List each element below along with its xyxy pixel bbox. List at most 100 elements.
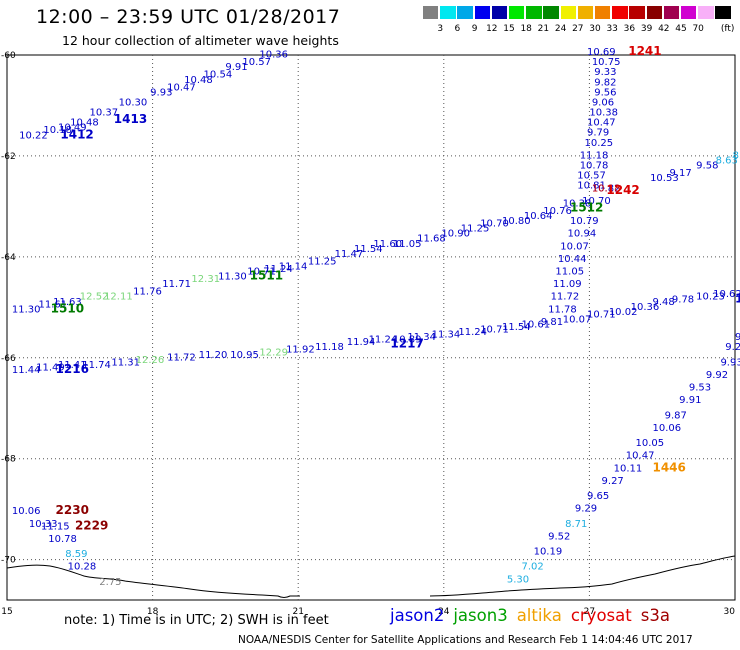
- legend-swatch: [698, 6, 714, 19]
- wave-height-value: 10.30: [119, 97, 148, 108]
- wave-height-value: 8.59: [65, 549, 87, 560]
- wave-height-value: 9.58: [696, 161, 718, 172]
- x-tick-label: 27: [584, 607, 595, 617]
- wave-height-value: 11.49: [36, 362, 65, 373]
- wave-height-value: 11.34: [432, 330, 461, 341]
- wave-height-value: 10.36: [631, 302, 660, 313]
- wave-height-value: 10.44: [558, 254, 587, 265]
- wave-height-value: 9.93: [720, 357, 740, 368]
- page-title: 12:00 – 23:59 UTC 01/28/2017: [36, 6, 341, 28]
- wave-height-value: 11.34: [407, 332, 436, 343]
- observation-layer: 10.6910.759.339.829.569.0610.3810.479.79…: [12, 47, 740, 588]
- legend-label: 27: [572, 24, 584, 34]
- satellite-cryosat: cryosat: [570, 606, 632, 625]
- y-tick-label: -64: [1, 253, 16, 263]
- y-tick-label: -60: [1, 51, 16, 61]
- legend-swatch: [474, 6, 490, 19]
- wave-height-value: 10.07: [563, 314, 592, 325]
- wave-height-value: 11.68: [417, 234, 446, 245]
- wave-height-value: 9.52: [548, 531, 570, 542]
- wave-height-value: 11.71: [162, 279, 191, 290]
- wave-height-value: 11.18: [315, 342, 344, 353]
- wave-height-value: 10.06: [12, 506, 41, 517]
- legend-swatch: [543, 6, 559, 19]
- wave-height-value: 10.90: [441, 229, 470, 240]
- wave-height-value: 11.78: [548, 304, 577, 315]
- wave-height-value: 12.26: [136, 355, 165, 366]
- wave-height-value: 10.18: [592, 183, 621, 194]
- wave-height-value: 11.18: [580, 150, 609, 161]
- wave-height-value: 9.92: [706, 370, 728, 381]
- wave-height-value: 11.54: [502, 322, 531, 333]
- wave-height-value: 11.41: [58, 360, 87, 371]
- wave-height-value: 10.47: [587, 118, 616, 129]
- wave-height-value: 9.78: [672, 294, 694, 305]
- y-tick-label: -62: [1, 152, 16, 162]
- wave-height-value: 10.71: [480, 325, 509, 336]
- wave-height-value: 10.70: [480, 219, 509, 230]
- axis-tick-layer: 15 18 21 24 27 30 -60 -62 -64 -66 -68 -70: [1, 51, 735, 617]
- wave-height-value: 10.75: [592, 57, 621, 68]
- wave-height-value: 8.63: [716, 155, 738, 166]
- wave-height-value: 9: [735, 332, 740, 343]
- satellite-altika: altika: [516, 606, 562, 625]
- wave-height-value: 10.38: [563, 198, 592, 209]
- legend-swatch: [681, 6, 697, 19]
- legend-swatch: [629, 6, 645, 19]
- wave-height-value: 11.60: [373, 239, 402, 250]
- pass-time-label: 1510: [51, 301, 84, 315]
- wave-height-value: 9.81: [541, 317, 563, 328]
- wave-height-value: 10.81: [577, 181, 606, 192]
- x-tick-label: 18: [147, 607, 159, 617]
- wave-height-value: 10.80: [502, 216, 531, 227]
- wave-height-value: 10.53: [650, 173, 679, 184]
- wave-height-value: 9.2: [725, 342, 740, 353]
- wave-height-value: 10.62: [713, 289, 740, 300]
- wave-height-value: 12.11: [104, 292, 133, 303]
- legend-swatch: [526, 6, 542, 19]
- wave-height-value: 11.76: [133, 287, 162, 298]
- legend-label: 30: [589, 24, 601, 34]
- legend-label: 39: [640, 24, 653, 34]
- wave-height-value: 11.05: [555, 267, 584, 278]
- wave-height-value: 11.14: [279, 261, 308, 272]
- wave-height-value: 10.82: [592, 183, 621, 194]
- legend-swatch: [509, 6, 525, 19]
- y-tick-label: -70: [1, 556, 16, 566]
- wave-height-value: 10.05: [636, 438, 665, 449]
- wave-height-value: 11.09: [553, 279, 582, 290]
- y-tick-label: -68: [1, 455, 16, 465]
- legend-label: 21: [537, 24, 550, 34]
- pass-time-label: 1412: [60, 127, 93, 141]
- wave-height-value: 11.72: [167, 352, 196, 363]
- wave-height-value: 11.63: [53, 297, 82, 308]
- pass-time-label: 1217: [390, 337, 423, 351]
- wave-height-value: 11.31: [111, 357, 140, 368]
- pass-time-label: 1413: [114, 112, 147, 126]
- wave-height-value: 9.93: [150, 87, 172, 98]
- wave-height-value: 9.29: [575, 504, 597, 515]
- wave-height-value: 10.54: [204, 70, 233, 81]
- wave-height-value: 12.29: [259, 347, 288, 358]
- legend-swatch: [491, 6, 508, 19]
- wave-height-value: 10.19: [534, 547, 563, 558]
- wave-height-value: 10.94: [568, 229, 597, 240]
- legend-label: 33: [606, 24, 618, 34]
- wave-height-value: 11.24: [264, 264, 293, 275]
- wave-height-value: 9.91: [225, 62, 247, 73]
- wave-height-value: 11.72: [551, 292, 580, 303]
- satellite-legend: jason2 jason3 altika cryosat s3a: [390, 606, 679, 625]
- wave-height-value: 9.91: [679, 395, 701, 406]
- legend-swatch: [423, 6, 439, 19]
- wave-height-value: 10.11: [614, 463, 643, 474]
- wave-height-value: 11.47: [335, 249, 364, 260]
- wave-height-value: 11.24: [458, 327, 487, 338]
- coastline: [6, 555, 736, 598]
- wave-height-value: 9.27: [602, 476, 624, 487]
- pass-time-label: 1241: [628, 44, 661, 58]
- legend-swatch: [612, 6, 628, 19]
- wave-height-value: 12.52: [80, 292, 109, 303]
- legend-label: 24: [554, 24, 567, 34]
- wave-height-value: 12.31: [191, 274, 220, 285]
